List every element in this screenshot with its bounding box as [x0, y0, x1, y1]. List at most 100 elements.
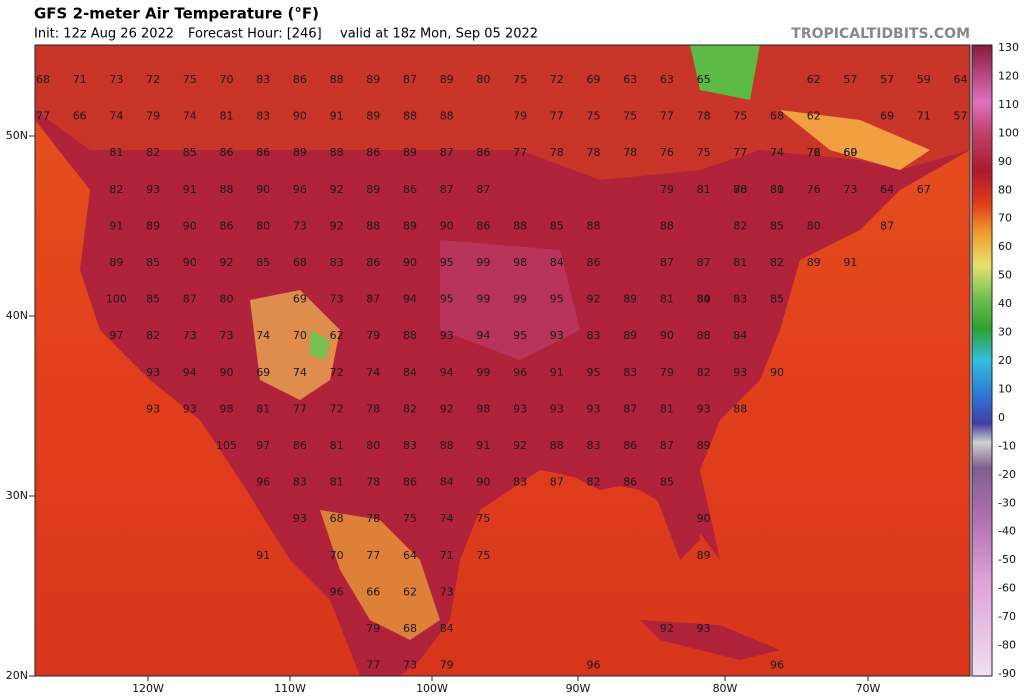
station-value: 93	[440, 329, 454, 342]
station-value: 85	[183, 146, 197, 159]
lat-label: 40N	[6, 309, 28, 322]
station-value: 97	[109, 329, 123, 342]
station-value: 95	[550, 293, 564, 306]
station-value: 87	[403, 73, 417, 86]
station-value: 80	[220, 293, 234, 306]
station-value: 86	[623, 439, 637, 452]
source: TROPICALTIDBITS.COM	[791, 26, 970, 42]
station-value: 90	[697, 512, 711, 525]
station-value: 71	[73, 73, 87, 86]
colorbar-label: -70	[998, 610, 1016, 623]
station-value: 85	[146, 293, 160, 306]
station-value: 59	[917, 73, 931, 86]
station-value: 86	[366, 256, 380, 269]
station-value: 88	[330, 146, 344, 159]
station-value: 95	[587, 366, 601, 379]
station-value: 91	[843, 256, 857, 269]
station-value: 91	[183, 183, 197, 196]
station-value: 87	[697, 256, 711, 269]
station-value: 82	[587, 476, 601, 489]
lon-label: 100W	[416, 682, 448, 695]
station-value: 99	[476, 256, 490, 269]
station-value: 92	[330, 219, 344, 232]
station-value: 79	[366, 329, 380, 342]
station-value: 85	[550, 219, 564, 232]
station-value: 75	[476, 549, 490, 562]
station-value: 84	[550, 256, 564, 269]
station-value: 86	[623, 476, 637, 489]
station-value: 99	[476, 293, 490, 306]
station-value: 87	[440, 146, 454, 159]
station-value: 62	[403, 585, 417, 598]
station-value: 74	[256, 329, 270, 342]
station-value: 97	[256, 439, 270, 452]
station-value: 91	[476, 439, 490, 452]
station-value: 89	[146, 219, 160, 232]
plains-hot	[440, 240, 580, 360]
station-value: 86	[220, 146, 234, 159]
valid-time: valid at 18z Mon, Sep 05 2022	[340, 27, 538, 42]
station-value: 73	[440, 585, 454, 598]
station-value: 96	[587, 659, 601, 672]
station-value: 73	[293, 219, 307, 232]
station-value: 64	[403, 549, 417, 562]
station-value: 68	[293, 256, 307, 269]
lat-label: 50N	[6, 129, 28, 142]
station-value: 95	[440, 256, 454, 269]
station-value: 81	[256, 402, 270, 415]
station-value: 90	[183, 219, 197, 232]
station-value: 82	[403, 402, 417, 415]
station-value: 88	[440, 110, 454, 123]
station-value: 78	[697, 110, 711, 123]
station-value: 87	[440, 183, 454, 196]
station-value: 70	[293, 329, 307, 342]
station-value: 94	[403, 293, 417, 306]
station-value: 64	[880, 183, 894, 196]
station-value: 87	[366, 293, 380, 306]
station-value: 68	[330, 512, 344, 525]
station-value: 87	[183, 293, 197, 306]
map	[35, 45, 970, 676]
lon-label: 80W	[713, 682, 738, 695]
station-value: 94	[476, 329, 490, 342]
colorbar-label: 30	[998, 326, 1012, 339]
colorbar-label: -80	[998, 639, 1016, 652]
station-value: 80	[807, 219, 821, 232]
station-value: 65	[697, 73, 711, 86]
station-value: 88	[733, 402, 747, 415]
station-value: 81	[697, 183, 711, 196]
station-value: 90	[476, 476, 490, 489]
station-value: 70	[220, 73, 234, 86]
colorbar-label: 80	[998, 183, 1012, 196]
station-value: 76	[807, 146, 821, 159]
lon-label: 120W	[132, 682, 164, 695]
station-value: 91	[330, 110, 344, 123]
station-value: 92	[587, 293, 601, 306]
station-value: 57	[954, 110, 968, 123]
station-value: 96	[293, 183, 307, 196]
station-value: 69	[587, 73, 601, 86]
station-value: 66	[366, 585, 380, 598]
station-value: 79	[660, 183, 674, 196]
station-value: 95	[440, 293, 454, 306]
station-value: 72	[146, 73, 160, 86]
station-value: 96	[513, 366, 527, 379]
colorbar-label: 40	[998, 297, 1012, 310]
station-value: 88	[403, 110, 417, 123]
station-value: 63	[660, 73, 674, 86]
land	[35, 45, 970, 676]
station-value: 92	[660, 622, 674, 635]
station-value: 78	[733, 183, 747, 196]
colorbar-label: -50	[998, 553, 1016, 566]
station-value: 71	[440, 549, 454, 562]
station-value: 90	[403, 256, 417, 269]
station-value: 92	[513, 439, 527, 452]
station-value: 81	[733, 256, 747, 269]
station-value: 89	[403, 146, 417, 159]
station-value: 72	[807, 146, 821, 159]
station-value: 78	[587, 146, 601, 159]
lat-label: 30N	[6, 489, 28, 502]
station-value: 90	[440, 219, 454, 232]
station-value: 75	[587, 110, 601, 123]
